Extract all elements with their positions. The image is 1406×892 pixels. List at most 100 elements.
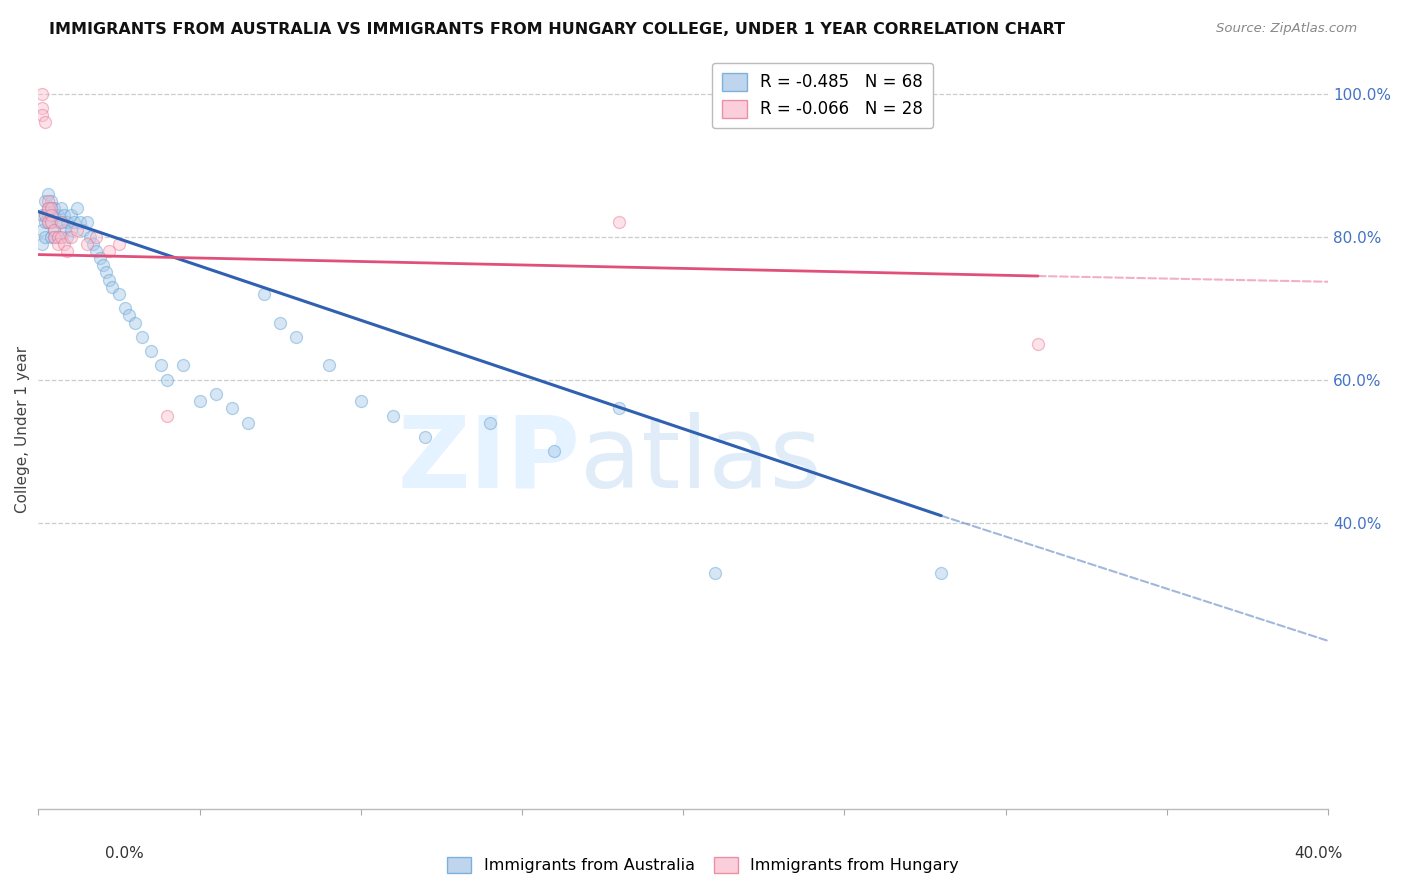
Point bbox=[204, 387, 226, 401]
Point bbox=[76, 236, 98, 251]
Point bbox=[34, 115, 56, 129]
Point bbox=[72, 222, 94, 236]
Point bbox=[46, 215, 69, 229]
Point bbox=[413, 430, 436, 444]
Point bbox=[39, 194, 62, 208]
Legend: Immigrants from Australia, Immigrants from Hungary: Immigrants from Australia, Immigrants fr… bbox=[440, 850, 966, 880]
Point bbox=[76, 215, 98, 229]
Point bbox=[44, 229, 66, 244]
Legend: R = -0.485   N = 68, R = -0.066   N = 28: R = -0.485 N = 68, R = -0.066 N = 28 bbox=[711, 62, 932, 128]
Point bbox=[34, 208, 56, 222]
Point bbox=[39, 208, 62, 222]
Point bbox=[236, 416, 259, 430]
Point bbox=[37, 201, 59, 215]
Point bbox=[188, 394, 211, 409]
Point bbox=[382, 409, 405, 423]
Point bbox=[59, 222, 82, 236]
Point bbox=[94, 265, 117, 279]
Point bbox=[44, 208, 66, 222]
Point bbox=[66, 222, 89, 236]
Point bbox=[1026, 337, 1049, 351]
Point bbox=[82, 236, 104, 251]
Point bbox=[37, 215, 59, 229]
Point bbox=[172, 359, 194, 373]
Point bbox=[53, 236, 76, 251]
Point bbox=[31, 87, 53, 101]
Point bbox=[49, 215, 72, 229]
Point bbox=[59, 229, 82, 244]
Point bbox=[46, 229, 69, 244]
Point bbox=[91, 258, 114, 272]
Point bbox=[350, 394, 373, 409]
Point bbox=[79, 229, 101, 244]
Point bbox=[49, 229, 72, 244]
Point bbox=[56, 215, 79, 229]
Point bbox=[37, 215, 59, 229]
Point bbox=[607, 215, 630, 229]
Point bbox=[34, 208, 56, 222]
Point bbox=[53, 208, 76, 222]
Point bbox=[89, 251, 111, 265]
Point bbox=[34, 215, 56, 229]
Point bbox=[46, 236, 69, 251]
Point bbox=[543, 444, 565, 458]
Point bbox=[37, 186, 59, 201]
Text: 0.0%: 0.0% bbox=[105, 846, 145, 861]
Point bbox=[86, 229, 108, 244]
Point bbox=[37, 201, 59, 215]
Point bbox=[31, 236, 53, 251]
Point bbox=[318, 359, 340, 373]
Point bbox=[44, 222, 66, 236]
Text: Source: ZipAtlas.com: Source: ZipAtlas.com bbox=[1216, 22, 1357, 36]
Point bbox=[39, 201, 62, 215]
Point bbox=[44, 201, 66, 215]
Point bbox=[39, 215, 62, 229]
Point bbox=[46, 208, 69, 222]
Point bbox=[98, 272, 121, 286]
Point bbox=[66, 201, 89, 215]
Y-axis label: College, Under 1 year: College, Under 1 year bbox=[15, 346, 30, 514]
Point bbox=[156, 409, 179, 423]
Point bbox=[34, 194, 56, 208]
Point bbox=[62, 215, 84, 229]
Point bbox=[131, 330, 153, 344]
Point bbox=[49, 215, 72, 229]
Point bbox=[31, 101, 53, 115]
Point bbox=[149, 359, 172, 373]
Point bbox=[124, 316, 146, 330]
Point bbox=[141, 344, 163, 359]
Point bbox=[59, 208, 82, 222]
Point bbox=[269, 316, 291, 330]
Point bbox=[46, 229, 69, 244]
Text: 40.0%: 40.0% bbox=[1295, 846, 1343, 861]
Point bbox=[929, 566, 952, 580]
Point bbox=[31, 108, 53, 122]
Point bbox=[53, 222, 76, 236]
Point bbox=[86, 244, 108, 258]
Point bbox=[101, 279, 124, 293]
Point bbox=[156, 373, 179, 387]
Point bbox=[108, 236, 131, 251]
Point bbox=[704, 566, 727, 580]
Point bbox=[56, 229, 79, 244]
Point bbox=[31, 208, 53, 222]
Point bbox=[39, 215, 62, 229]
Point bbox=[37, 208, 59, 222]
Point bbox=[49, 201, 72, 215]
Point bbox=[31, 222, 53, 236]
Point bbox=[39, 201, 62, 215]
Point bbox=[56, 244, 79, 258]
Point bbox=[478, 416, 501, 430]
Text: IMMIGRANTS FROM AUSTRALIA VS IMMIGRANTS FROM HUNGARY COLLEGE, UNDER 1 YEAR CORRE: IMMIGRANTS FROM AUSTRALIA VS IMMIGRANTS … bbox=[49, 22, 1066, 37]
Point bbox=[69, 215, 91, 229]
Point bbox=[44, 222, 66, 236]
Point bbox=[285, 330, 308, 344]
Text: ZIP: ZIP bbox=[396, 412, 581, 508]
Point bbox=[114, 301, 136, 316]
Text: atlas: atlas bbox=[581, 412, 821, 508]
Point bbox=[253, 287, 276, 301]
Point bbox=[607, 401, 630, 416]
Point bbox=[39, 229, 62, 244]
Point bbox=[98, 244, 121, 258]
Point bbox=[221, 401, 243, 416]
